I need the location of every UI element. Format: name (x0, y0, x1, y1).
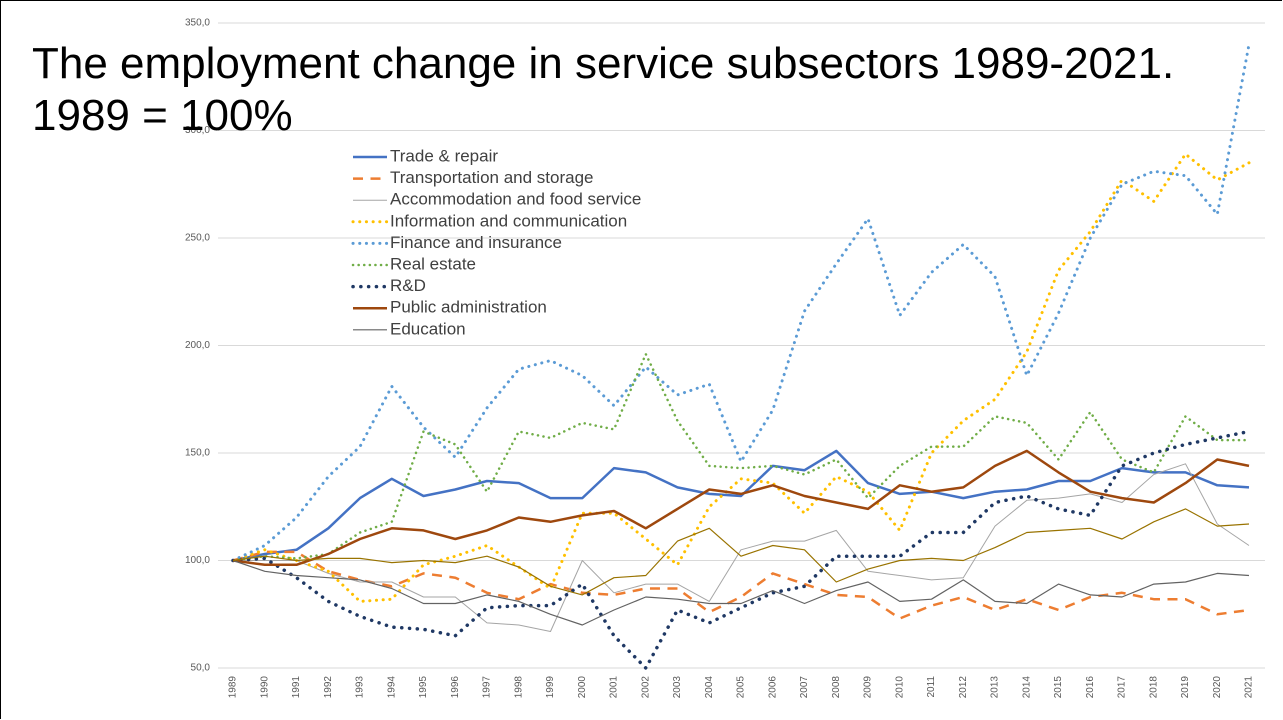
x-tick-label: 1999 (545, 676, 556, 699)
x-tick-label: 2015 (1053, 676, 1064, 699)
y-tick-label: 300,0 (185, 125, 210, 136)
x-tick-label: 1990 (259, 676, 270, 699)
x-tick-label: 2004 (704, 676, 715, 699)
x-tick-label: 2012 (958, 676, 969, 699)
series-line (232, 550, 1250, 620)
y-tick-label: 150,0 (185, 448, 210, 459)
x-tick-label: 2000 (577, 676, 588, 699)
series-line (233, 463, 1250, 632)
x-tick-label: 2019 (1180, 676, 1191, 699)
x-tick-label: 2002 (640, 676, 651, 699)
x-tick-label: 2001 (609, 676, 620, 699)
x-tick-label: 2020 (1212, 676, 1223, 699)
x-tick-label: 2009 (863, 676, 874, 699)
x-tick-label: 1997 (482, 676, 493, 699)
x-tick-label: 2008 (831, 676, 842, 699)
x-tick-label: 2014 (1021, 676, 1032, 699)
x-tick-label: 2007 (799, 676, 810, 699)
x-tick-label: 1992 (323, 676, 334, 699)
legend-label: Education (390, 319, 466, 338)
series-line (231, 429, 1251, 670)
x-tick-label: 2016 (1085, 676, 1096, 699)
y-tick-label: 100,0 (185, 555, 210, 566)
x-tick-label: 1993 (355, 676, 366, 699)
series-line (232, 559, 1250, 626)
x-tick-label: 1996 (450, 676, 461, 699)
x-tick-label: 2017 (1117, 676, 1128, 699)
x-tick-label: 1994 (386, 676, 397, 699)
x-tick-label: 2018 (1148, 676, 1159, 699)
legend-label: Information and communication (390, 211, 627, 230)
x-tick-label: 1995 (418, 676, 429, 699)
x-tick-label: 1991 (291, 676, 302, 699)
x-tick-label: 2006 (767, 676, 778, 699)
series-line (232, 508, 1250, 596)
series-line (231, 152, 1251, 603)
series-line (231, 352, 1251, 562)
x-tick-label: 2005 (736, 676, 747, 699)
legend-label: Finance and insurance (390, 233, 562, 252)
x-tick-label: 2010 (894, 676, 905, 699)
legend-label: Accommodation and food service (390, 190, 641, 209)
legend-label: R&D (390, 276, 426, 295)
x-tick-label: 2011 (926, 676, 937, 698)
y-tick-label: 50,0 (191, 663, 211, 674)
legend-label: Trade & repair (390, 146, 498, 165)
series-line (232, 449, 1250, 567)
chart-title: The employment change in service subsect… (32, 39, 1175, 140)
y-tick-label: 200,0 (185, 340, 210, 351)
y-tick-label: 250,0 (185, 233, 210, 244)
series-line (231, 43, 1251, 562)
legend-label: Real estate (390, 254, 476, 273)
series-line (232, 449, 1250, 562)
legend-label: Public administration (390, 298, 547, 317)
x-tick-label: 2021 (1244, 676, 1255, 699)
x-tick-label: 2013 (990, 676, 1001, 699)
x-tick-label: 1998 (513, 676, 524, 699)
x-tick-label: 2003 (672, 676, 683, 699)
y-tick-label: 350,0 (185, 18, 210, 29)
x-tick-label: 1989 (228, 676, 239, 699)
legend-label: Transportation and storage (390, 168, 594, 187)
